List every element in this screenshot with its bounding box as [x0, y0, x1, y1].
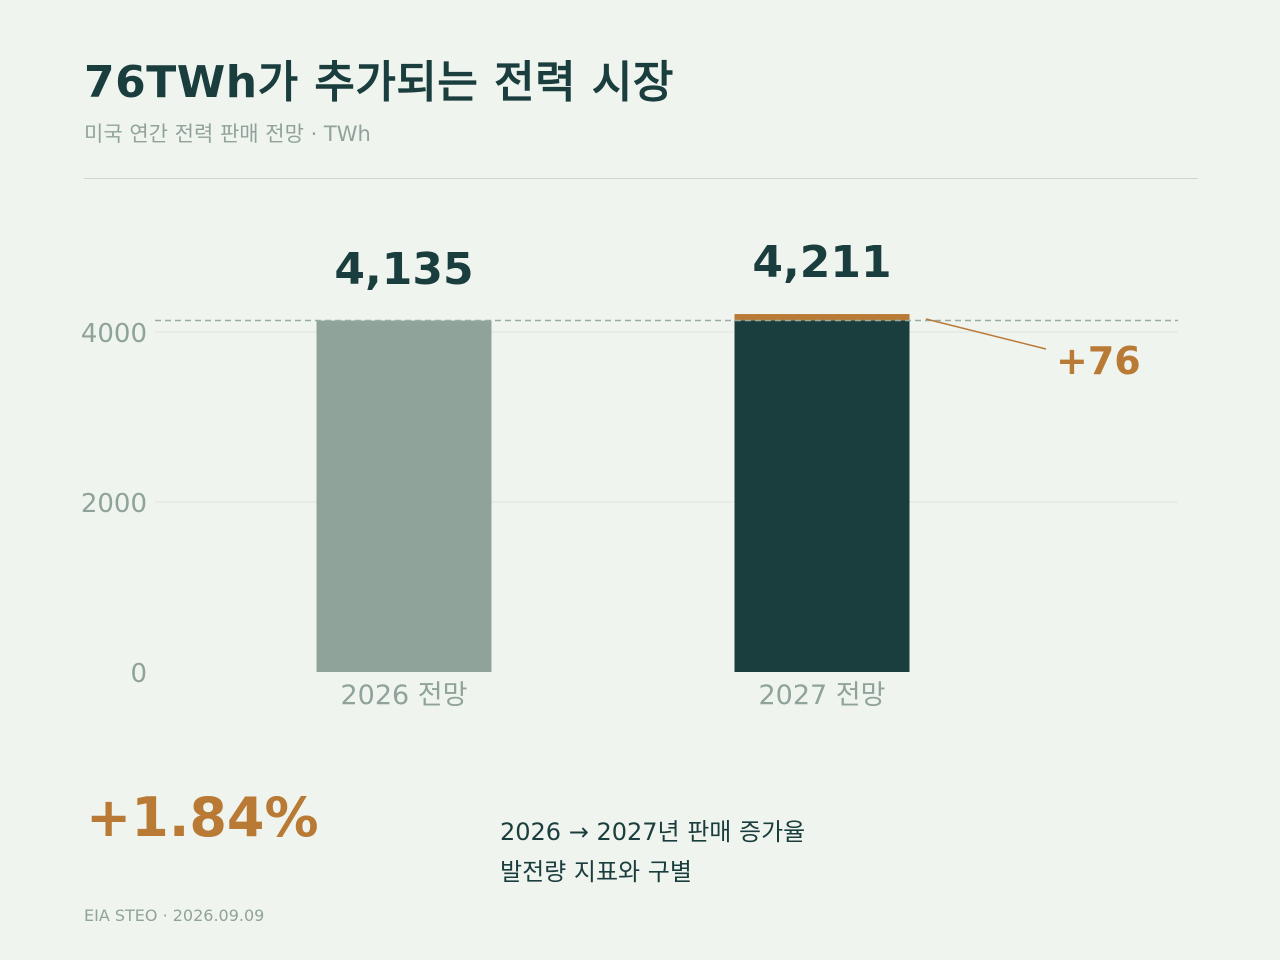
bar-value-label: 4,135: [334, 244, 473, 295]
chart-title: 76TWh가 추가되는 전력 시장: [84, 57, 674, 108]
x-category-label: 2027 전망: [759, 680, 886, 711]
x-category-label: 2026 전망: [341, 680, 468, 711]
bar-value-label: 4,211: [752, 237, 891, 288]
y-tick-label: 4000: [81, 319, 147, 349]
source-label: EIA STEO · 2026.09.09: [84, 906, 265, 925]
growth-percentage: +1.84%: [86, 786, 319, 849]
increment-leader-line: [925, 318, 1047, 350]
growth-note-line1: 2026 → 2027년 판매 증가율: [500, 818, 806, 846]
chart-subtitle: 미국 연간 전력 판매 전망 · TWh: [84, 122, 371, 146]
y-tick-label: 2000: [81, 489, 147, 519]
growth-note-line2: 발전량 지표와 구별: [500, 858, 692, 886]
y-tick-label: 0: [130, 659, 147, 689]
header-divider: [84, 178, 1198, 179]
bar-2027-increment: [734, 314, 910, 321]
increment-label: +76: [1056, 339, 1141, 383]
bar-2027: [734, 320, 910, 672]
bar-2026: [316, 320, 492, 672]
